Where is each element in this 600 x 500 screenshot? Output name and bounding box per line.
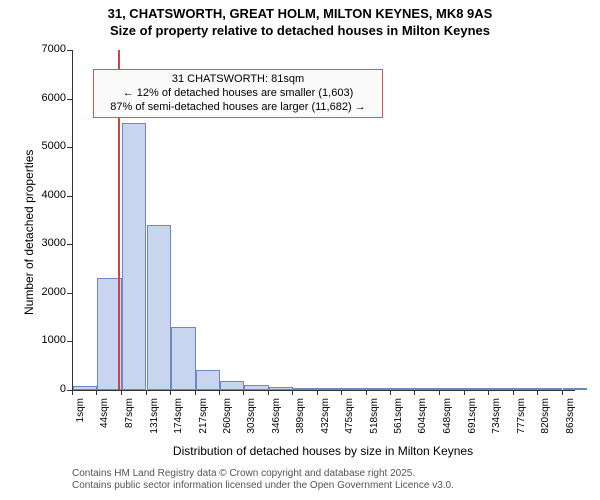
title-line1: 31, CHATSWORTH, GREAT HOLM, MILTON KEYNE… [0, 6, 600, 23]
footer-credits: Contains HM Land Registry data © Crown c… [72, 468, 454, 492]
x-tick-mark [562, 390, 563, 395]
x-tick-label: 303sqm [246, 398, 257, 448]
y-tick-label: 2000 [30, 286, 66, 298]
histogram-bar [440, 388, 464, 390]
x-tick-label: 131sqm [149, 398, 160, 448]
x-tick-label: 777sqm [516, 398, 527, 448]
y-tick-mark [67, 99, 72, 100]
x-tick-mark [292, 390, 293, 395]
x-tick-mark [268, 390, 269, 395]
x-tick-mark [488, 390, 489, 395]
histogram-bar [342, 388, 366, 390]
y-tick-mark [67, 196, 72, 197]
x-tick-mark [341, 390, 342, 395]
y-tick-label: 7000 [30, 43, 66, 55]
y-tick-label: 0 [30, 383, 66, 395]
x-tick-label: 734sqm [491, 398, 502, 448]
x-tick-mark [537, 390, 538, 395]
x-tick-mark [390, 390, 391, 395]
x-tick-mark [96, 390, 97, 395]
x-tick-label: 604sqm [417, 398, 428, 448]
y-tick-label: 1000 [30, 334, 66, 346]
annotation-box: 31 CHATSWORTH: 81sqm ← 12% of detached h… [93, 69, 383, 118]
y-tick-mark [67, 50, 72, 51]
x-tick-mark [317, 390, 318, 395]
footer-line2: Contains public sector information licen… [72, 480, 454, 492]
y-tick-label: 5000 [30, 140, 66, 152]
histogram-bar [73, 386, 97, 390]
x-tick-label: 346sqm [271, 398, 282, 448]
y-tick-mark [67, 147, 72, 148]
x-tick-label: 44sqm [99, 398, 110, 448]
x-tick-label: 475sqm [344, 398, 355, 448]
chart-title: 31, CHATSWORTH, GREAT HOLM, MILTON KEYNE… [0, 0, 600, 40]
histogram-bar [415, 388, 439, 390]
footer-line1: Contains HM Land Registry data © Crown c… [72, 468, 454, 480]
y-tick-mark [67, 293, 72, 294]
x-tick-label: 260sqm [222, 398, 233, 448]
annot-line1: 31 CHATSWORTH: 81sqm [100, 73, 376, 87]
x-tick-label: 217sqm [198, 398, 209, 448]
x-tick-label: 863sqm [565, 398, 576, 448]
histogram-bar [465, 388, 489, 390]
x-tick-label: 389sqm [295, 398, 306, 448]
x-tick-label: 87sqm [124, 398, 135, 448]
y-tick-mark [67, 341, 72, 342]
x-tick-label: 432sqm [320, 398, 331, 448]
x-tick-mark [72, 390, 73, 395]
x-tick-mark [195, 390, 196, 395]
x-tick-label: 691sqm [467, 398, 478, 448]
histogram-bar [367, 388, 391, 390]
histogram-bar [293, 388, 317, 390]
x-tick-label: 820sqm [540, 398, 551, 448]
y-tick-label: 3000 [30, 237, 66, 249]
histogram-bar [514, 388, 538, 390]
x-tick-label: 1sqm [75, 398, 86, 448]
histogram-bar [196, 370, 220, 390]
histogram-bar [538, 388, 562, 390]
x-tick-label: 561sqm [393, 398, 404, 448]
x-tick-mark [146, 390, 147, 395]
histogram-bar [147, 225, 171, 390]
x-tick-label: 648sqm [442, 398, 453, 448]
y-tick-mark [67, 244, 72, 245]
x-tick-mark [414, 390, 415, 395]
histogram-bar [489, 388, 513, 390]
chart-container: 31, CHATSWORTH, GREAT HOLM, MILTON KEYNE… [0, 0, 600, 500]
histogram-bar [318, 388, 342, 390]
histogram-bar [122, 123, 146, 390]
x-tick-mark [513, 390, 514, 395]
x-tick-mark [464, 390, 465, 395]
y-tick-label: 6000 [30, 92, 66, 104]
histogram-bar [391, 388, 415, 390]
title-line2: Size of property relative to detached ho… [0, 23, 600, 40]
x-tick-mark [121, 390, 122, 395]
x-tick-mark [243, 390, 244, 395]
histogram-bar [244, 385, 268, 390]
x-tick-label: 518sqm [369, 398, 380, 448]
x-tick-mark [366, 390, 367, 395]
annot-line2: ← 12% of detached houses are smaller (1,… [100, 87, 376, 101]
x-tick-mark [219, 390, 220, 395]
histogram-bar [269, 387, 293, 390]
y-tick-label: 4000 [30, 189, 66, 201]
histogram-bar [563, 388, 587, 390]
x-tick-label: 174sqm [173, 398, 184, 448]
x-tick-mark [439, 390, 440, 395]
histogram-bar [220, 381, 244, 390]
x-tick-mark [170, 390, 171, 395]
annot-line3: 87% of semi-detached houses are larger (… [100, 101, 376, 115]
histogram-bar [171, 327, 195, 390]
